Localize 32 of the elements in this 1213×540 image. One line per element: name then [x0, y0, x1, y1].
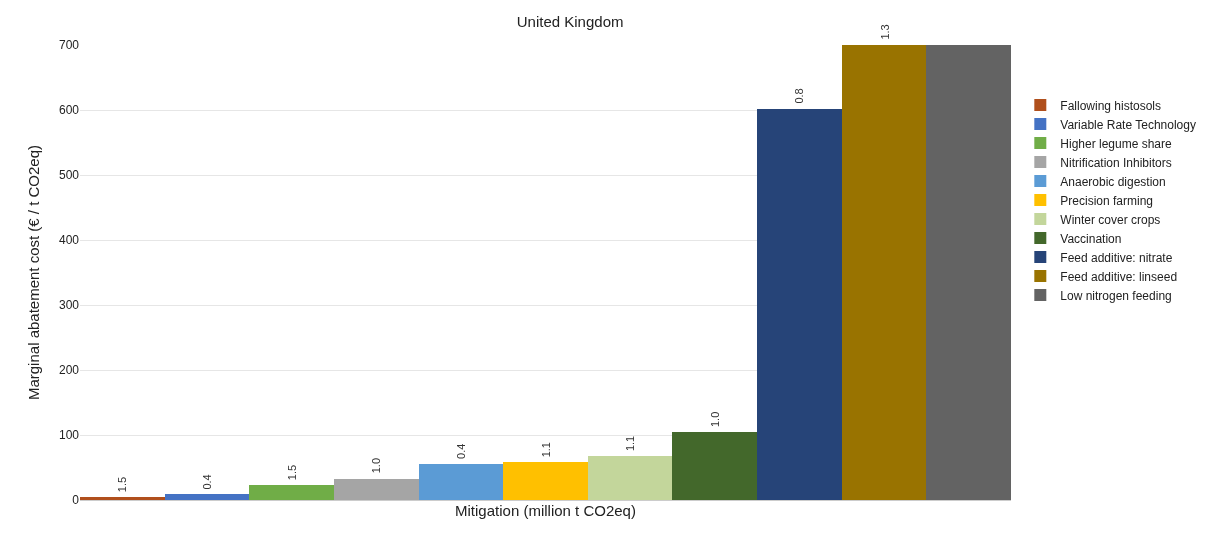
- y-tick-label: 600: [58, 103, 80, 118]
- legend-label: Feed additive: nitrate: [1060, 250, 1173, 265]
- y-tick-label: 300: [58, 298, 80, 313]
- y-tick-label: 700: [58, 38, 80, 53]
- legend-label: Fallowing histosols: [1060, 98, 1162, 113]
- legend-label: Anaerobic digestion: [1060, 174, 1166, 189]
- y-tick-label: 100: [58, 428, 80, 443]
- y-tick-label: 200: [58, 363, 80, 378]
- annotation: 1.5: [286, 464, 299, 481]
- annotation: 1.0: [708, 411, 721, 428]
- legend-label: Winter cover crops: [1060, 212, 1161, 227]
- annotation: 1.0: [370, 457, 383, 474]
- y-tick-label: 400: [58, 233, 80, 248]
- annotation: 0.4: [454, 443, 467, 459]
- annotation: 0.4: [201, 474, 214, 490]
- annotation: 1.5: [116, 476, 129, 493]
- chart-title: United Kingdom: [516, 12, 624, 30]
- annotation: 1.1: [539, 442, 552, 458]
- y-axis-title: Marginal abatement cost (€ / t CO2eq): [25, 144, 43, 401]
- legend-label: Precision farming: [1060, 193, 1154, 208]
- legend-label: Variable Rate Technology: [1060, 117, 1196, 132]
- x-axis-title: Mitigation (million t CO2eq): [455, 502, 636, 519]
- legend-label: Vaccination: [1060, 231, 1122, 246]
- y-tick-label: 0: [72, 493, 80, 508]
- legend-label: Low nitrogen feeding: [1060, 288, 1172, 303]
- annotation: 0.8: [793, 88, 806, 104]
- legend-label: Nitrification Inhibitors: [1060, 155, 1172, 170]
- y-tick-label: 500: [58, 168, 80, 183]
- legend-label: Higher legume share: [1060, 136, 1173, 151]
- legend-label: Feed additive: linseed: [1060, 269, 1178, 284]
- annotation: 1.3: [878, 24, 891, 40]
- annotation: 1.1: [624, 435, 637, 452]
